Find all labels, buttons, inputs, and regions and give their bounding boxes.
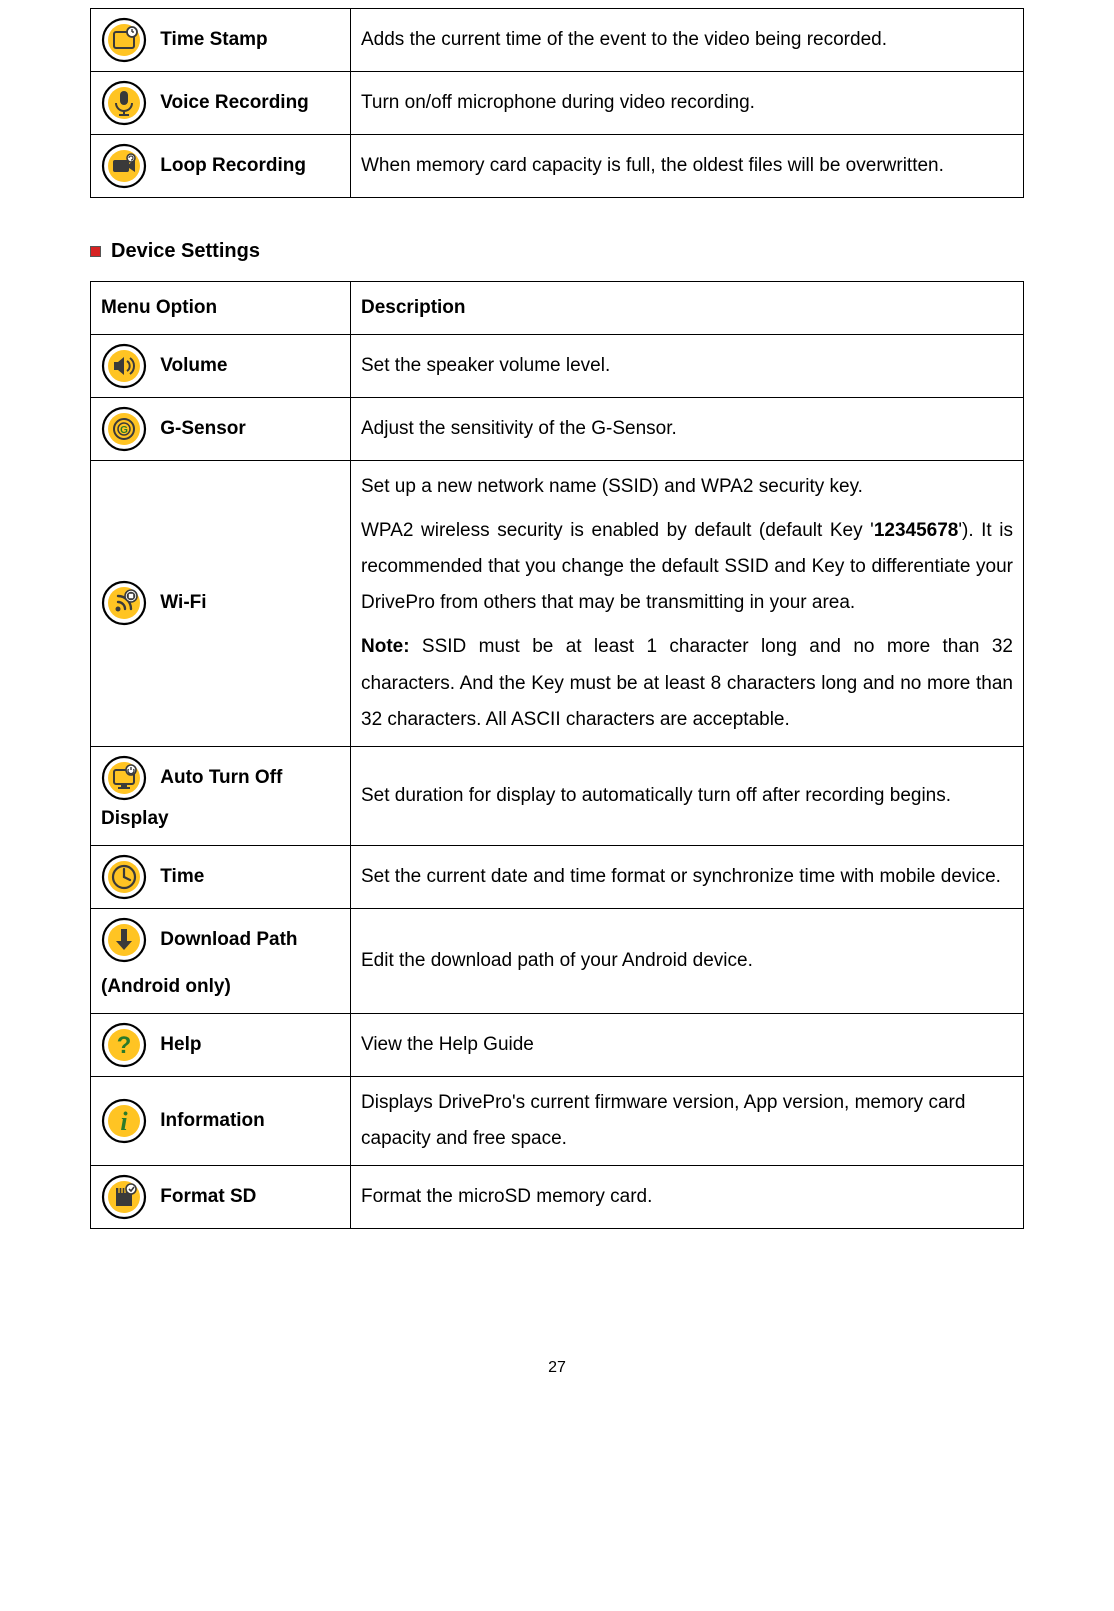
format-sd-icon bbox=[101, 1174, 147, 1220]
table-row: Voice Recording Turn on/off microphone d… bbox=[91, 72, 1024, 135]
table-header-row: Menu Option Description bbox=[91, 282, 1024, 335]
header-menu-option: Menu Option bbox=[91, 282, 351, 335]
desc-cell: Turn on/off microphone during video reco… bbox=[351, 72, 1024, 135]
download-path-icon bbox=[101, 917, 147, 963]
menu-cell-gsensor: G G-Sensor bbox=[91, 398, 351, 461]
section-heading: Device Settings bbox=[90, 240, 1024, 263]
table-row: Volume Set the speaker volume level. bbox=[91, 335, 1024, 398]
top-options-table: Time Stamp Adds the current time of the … bbox=[90, 8, 1024, 198]
header-description: Description bbox=[351, 282, 1024, 335]
wifi-default-key: 12345678 bbox=[874, 520, 959, 541]
auto-turn-off-icon bbox=[101, 755, 147, 801]
desc-cell: Set up a new network name (SSID) and WPA… bbox=[351, 461, 1024, 747]
table-row: Time Set the current date and time forma… bbox=[91, 845, 1024, 908]
desc-cell: Format the microSD memory card. bbox=[351, 1166, 1024, 1229]
desc-cell: Displays DrivePro's current firmware ver… bbox=[351, 1077, 1024, 1166]
menu-label: Voice Recording bbox=[160, 92, 309, 113]
menu-cell-time-stamp: Time Stamp bbox=[91, 9, 351, 72]
menu-cell-voice-recording: Voice Recording bbox=[91, 72, 351, 135]
menu-cell-loop-recording: Loop Recording bbox=[91, 135, 351, 198]
table-row: ? Help View the Help Guide bbox=[91, 1014, 1024, 1077]
menu-label: Time bbox=[160, 866, 204, 887]
menu-cell-download: Download Path (Android only) bbox=[91, 908, 351, 1013]
desc-cell: When memory card capacity is full, the o… bbox=[351, 135, 1024, 198]
wifi-p1: Set up a new network name (SSID) and WPA… bbox=[361, 469, 1013, 505]
wifi-icon bbox=[101, 580, 147, 626]
menu-cell-volume: Volume bbox=[91, 335, 351, 398]
menu-cell-wifi: Wi-Fi bbox=[91, 461, 351, 747]
menu-cell-help: ? Help bbox=[91, 1014, 351, 1077]
menu-cell-autoturnoff: Auto Turn Off Display bbox=[91, 746, 351, 845]
menu-label: Download Path bbox=[160, 929, 297, 950]
table-row: Time Stamp Adds the current time of the … bbox=[91, 9, 1024, 72]
table-row: Loop Recording When memory card capacity… bbox=[91, 135, 1024, 198]
table-row: G G-Sensor Adjust the sensitivity of the… bbox=[91, 398, 1024, 461]
page-container: Time Stamp Adds the current time of the … bbox=[0, 0, 1114, 1437]
svg-text:?: ? bbox=[117, 1032, 132, 1059]
menu-label: G-Sensor bbox=[160, 418, 246, 439]
time-icon bbox=[101, 854, 147, 900]
page-number: 27 bbox=[90, 1359, 1024, 1377]
menu-label: Loop Recording bbox=[160, 155, 306, 176]
table-row: Download Path (Android only) Edit the do… bbox=[91, 908, 1024, 1013]
wifi-note-text: SSID must be at least 1 character long a… bbox=[361, 636, 1013, 729]
menu-label: Help bbox=[160, 1034, 201, 1055]
wifi-p3: Note: SSID must be at least 1 character … bbox=[361, 629, 1013, 737]
table-row: Format SD Format the microSD memory card… bbox=[91, 1166, 1024, 1229]
menu-cell-time: Time bbox=[91, 845, 351, 908]
gsensor-icon: G bbox=[101, 406, 147, 452]
device-settings-table: Menu Option Description bbox=[90, 281, 1024, 1229]
time-stamp-icon bbox=[101, 17, 147, 63]
desc-cell: Edit the download path of your Android d… bbox=[351, 908, 1024, 1013]
loop-recording-icon bbox=[101, 143, 147, 189]
menu-sub-label: (Android only) bbox=[101, 969, 340, 1005]
desc-cell: Adds the current time of the event to th… bbox=[351, 9, 1024, 72]
table-row: Wi-Fi Set up a new network name (SSID) a… bbox=[91, 461, 1024, 747]
menu-label: Time Stamp bbox=[160, 29, 267, 50]
menu-label: Volume bbox=[160, 355, 227, 376]
information-icon: i bbox=[101, 1098, 147, 1144]
svg-text:i: i bbox=[120, 1107, 128, 1136]
menu-label: Wi-Fi bbox=[160, 592, 206, 613]
voice-recording-icon bbox=[101, 80, 147, 126]
menu-label: Information bbox=[160, 1110, 265, 1131]
wifi-p2-a: WPA2 wireless security is enabled by def… bbox=[361, 520, 874, 541]
desc-cell: Set the speaker volume level. bbox=[351, 335, 1024, 398]
wifi-p2: WPA2 wireless security is enabled by def… bbox=[361, 513, 1013, 621]
table-row: Auto Turn Off Display Set duration for d… bbox=[91, 746, 1024, 845]
svg-text:G: G bbox=[120, 425, 128, 436]
wifi-desc-block: Set up a new network name (SSID) and WPA… bbox=[361, 469, 1013, 738]
bullet-icon bbox=[90, 246, 101, 257]
section-heading-text: Device Settings bbox=[111, 240, 260, 263]
menu-label: Format SD bbox=[160, 1186, 256, 1207]
menu-cell-information: i Information bbox=[91, 1077, 351, 1166]
help-icon: ? bbox=[101, 1022, 147, 1068]
desc-cell: Set duration for display to automaticall… bbox=[351, 746, 1024, 845]
table-row: i Information Displays DrivePro's curren… bbox=[91, 1077, 1024, 1166]
wifi-note-label: Note: bbox=[361, 636, 410, 657]
desc-cell: View the Help Guide bbox=[351, 1014, 1024, 1077]
desc-cell: Set the current date and time format or … bbox=[351, 845, 1024, 908]
volume-icon bbox=[101, 343, 147, 389]
desc-cell: Adjust the sensitivity of the G-Sensor. bbox=[351, 398, 1024, 461]
menu-cell-format-sd: Format SD bbox=[91, 1166, 351, 1229]
